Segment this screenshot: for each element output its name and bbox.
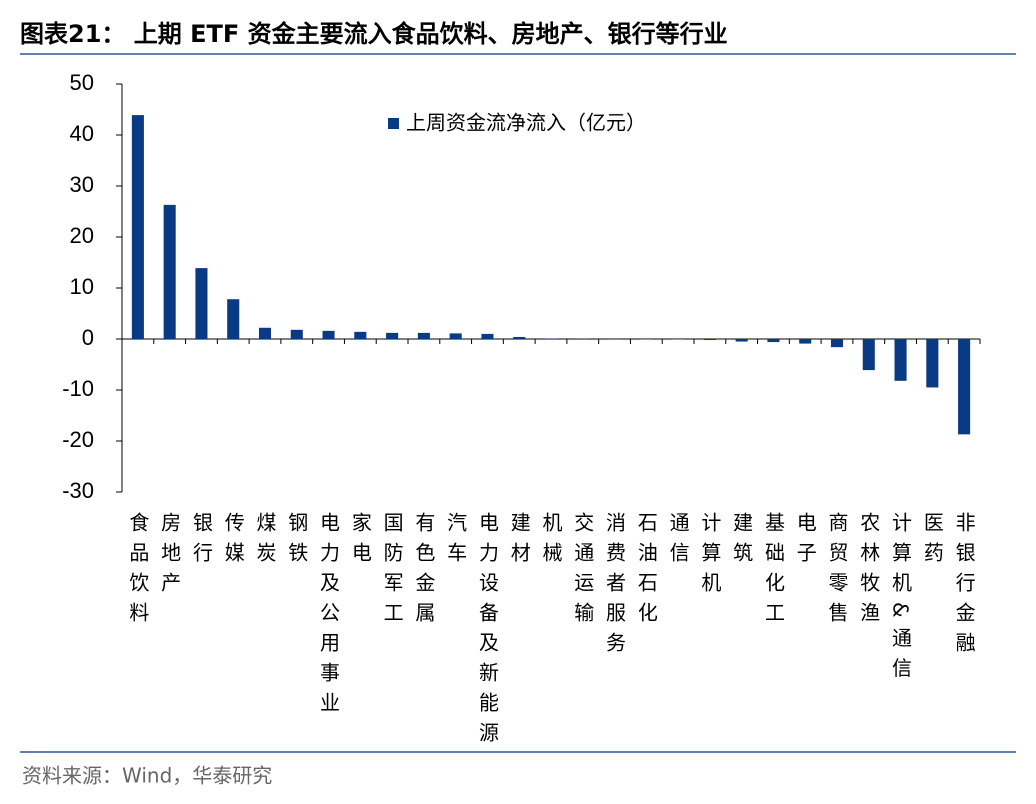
x-tick-label: 有色金属 (412, 512, 436, 632)
x-tick-label: 基础化工 (761, 512, 785, 632)
bar (323, 331, 335, 339)
y-tick-label: 10 (70, 274, 94, 299)
bar (386, 333, 398, 339)
y-tick-label: -20 (62, 427, 94, 452)
x-tick-label: 电力及公用事业 (317, 512, 341, 722)
y-tick-label: 30 (70, 172, 94, 197)
bar (513, 337, 525, 339)
bar (672, 339, 684, 340)
bar (640, 339, 652, 340)
y-tick-label: -30 (62, 478, 94, 503)
bar (195, 268, 207, 339)
x-tick-label: 传媒 (221, 512, 245, 572)
bar (259, 328, 271, 339)
bar (958, 339, 970, 434)
x-tick-label: 煤炭 (253, 512, 277, 572)
x-tick-label: 建材 (507, 512, 531, 572)
bar (799, 339, 811, 344)
x-tick-label: 食品饮料 (126, 512, 150, 632)
bar (704, 339, 716, 340)
bar (132, 115, 144, 339)
y-tick-label: 20 (70, 223, 94, 248)
x-tick-label: 通信 (666, 512, 690, 572)
x-tick-label: 石油石化 (634, 512, 658, 632)
legend-label: 上周资金流净流入（亿元） (406, 111, 646, 135)
x-tick-label: 计算机 (698, 512, 722, 602)
x-tick-label: 机械 (539, 512, 563, 572)
x-tick-label: 电力设备及新能源 (475, 512, 499, 752)
x-tick-label: 汽车 (444, 512, 468, 572)
bar (481, 334, 493, 339)
x-tick-label: 交通运输 (571, 512, 595, 632)
source: 资料来源：Wind，华泰研究 (22, 764, 272, 788)
bar (863, 339, 875, 370)
bar (545, 338, 557, 339)
bar (831, 339, 843, 347)
x-tick-label: 农林牧渔 (857, 512, 881, 632)
bar (450, 333, 462, 339)
x-tick-label: 国防军工 (380, 512, 404, 632)
y-tick-label: 50 (70, 70, 94, 95)
x-tick-label: 钢铁 (285, 512, 309, 572)
bar (164, 205, 176, 339)
bar (418, 333, 430, 339)
x-tick-label: 非银行金融 (952, 512, 976, 662)
bar (291, 330, 303, 339)
y-tick-label: 40 (70, 121, 94, 146)
bar (767, 339, 779, 342)
x-tick-label: 电子 (793, 512, 817, 572)
bar (926, 339, 938, 387)
x-tick-label: 银行 (189, 512, 213, 572)
x-tick-label: 计算机&通信 (889, 512, 913, 688)
x-tick-label: 商贸零售 (825, 512, 849, 632)
bar (895, 339, 907, 381)
x-tick-label: 医药 (920, 512, 944, 572)
y-tick-label: 0 (82, 325, 94, 350)
x-tick-label: 建筑 (730, 512, 754, 572)
bar (354, 332, 366, 339)
bar (736, 339, 748, 342)
chart-title: 图表21： 上期 ETF 资金主要流入食品饮料、房地产、银行等行业 (20, 20, 728, 48)
bar (227, 299, 239, 339)
x-tick-label: 消费者服务 (603, 512, 627, 662)
legend-swatch (388, 118, 399, 129)
y-tick-label: -10 (62, 376, 94, 401)
x-tick-label: 家电 (348, 512, 372, 572)
x-tick-label: 房地产 (158, 512, 182, 602)
